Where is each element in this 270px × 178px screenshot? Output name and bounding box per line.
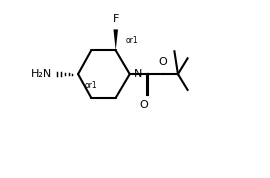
Text: F: F	[113, 14, 119, 24]
Text: or1: or1	[125, 36, 138, 45]
Text: O: O	[139, 100, 148, 110]
Text: H₂N: H₂N	[31, 69, 52, 79]
Text: or1: or1	[85, 81, 98, 90]
Polygon shape	[113, 29, 118, 50]
Text: O: O	[159, 57, 167, 67]
Text: N: N	[134, 69, 143, 79]
